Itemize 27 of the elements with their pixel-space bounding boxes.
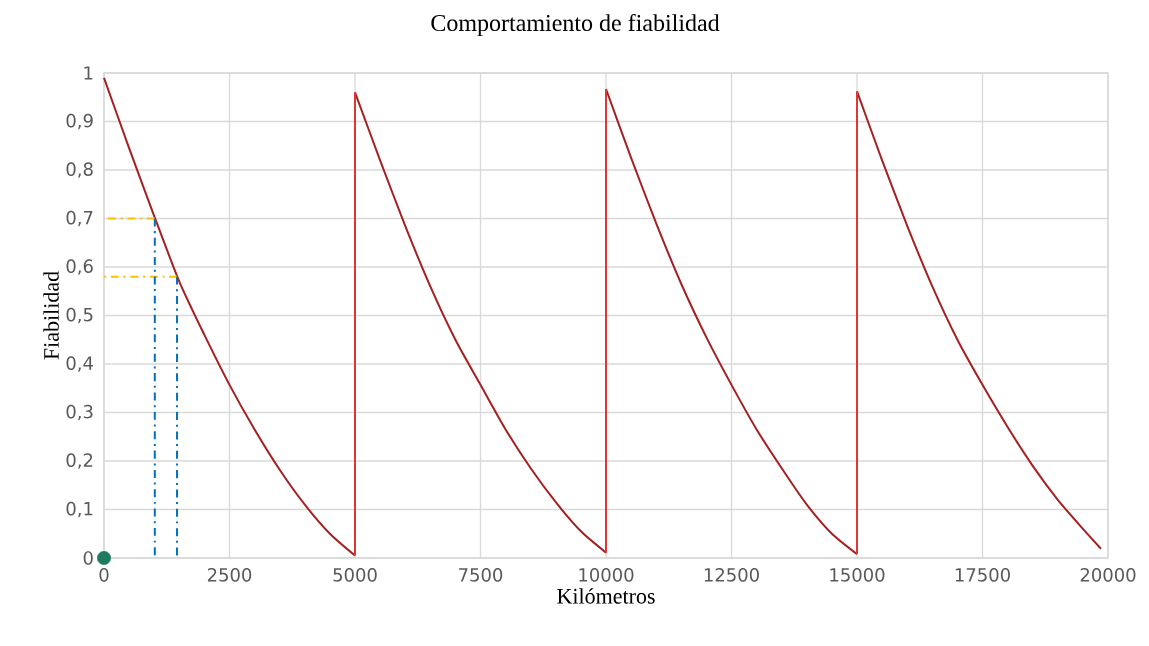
y-tick-label: 0,6 <box>66 259 93 275</box>
y-tick-label: 0,7 <box>66 210 93 227</box>
y-tick-label: 0,5 <box>66 307 93 324</box>
x-tick-label: 7500 <box>459 568 503 582</box>
x-tick-label: 5000 <box>333 568 377 582</box>
chart-title: Comportamiento de fiabilidad <box>431 13 720 36</box>
y-tick-label: 0 <box>83 551 93 565</box>
y-tick-label: 0,8 <box>66 162 93 178</box>
x-tick-label: 0 <box>99 568 109 582</box>
line-series <box>354 91 608 554</box>
y-tick-label: 0,2 <box>66 453 93 469</box>
x-tick-label: 17500 <box>955 568 1010 582</box>
x-tick-label: 10000 <box>579 568 634 582</box>
x-axis-title: Kilómetros <box>557 588 655 604</box>
y-axis-title: Fiabilidad <box>43 271 59 360</box>
y-tick-label: 0,4 <box>66 356 93 372</box>
x-tick-label: 20000 <box>1080 568 1136 582</box>
y-tick-label: 0,3 <box>66 404 93 421</box>
x-tick-label: 12500 <box>704 568 759 582</box>
line-series <box>103 76 356 557</box>
line-series <box>605 88 859 556</box>
x-tick-label: 15000 <box>830 568 885 582</box>
x-tick-label: 2500 <box>207 568 252 582</box>
y-tick-label: 1 <box>84 66 93 80</box>
y-tick-label: 0,9 <box>66 113 93 130</box>
y-tick-label: 0,1 <box>66 501 93 518</box>
line-series <box>856 90 1102 550</box>
